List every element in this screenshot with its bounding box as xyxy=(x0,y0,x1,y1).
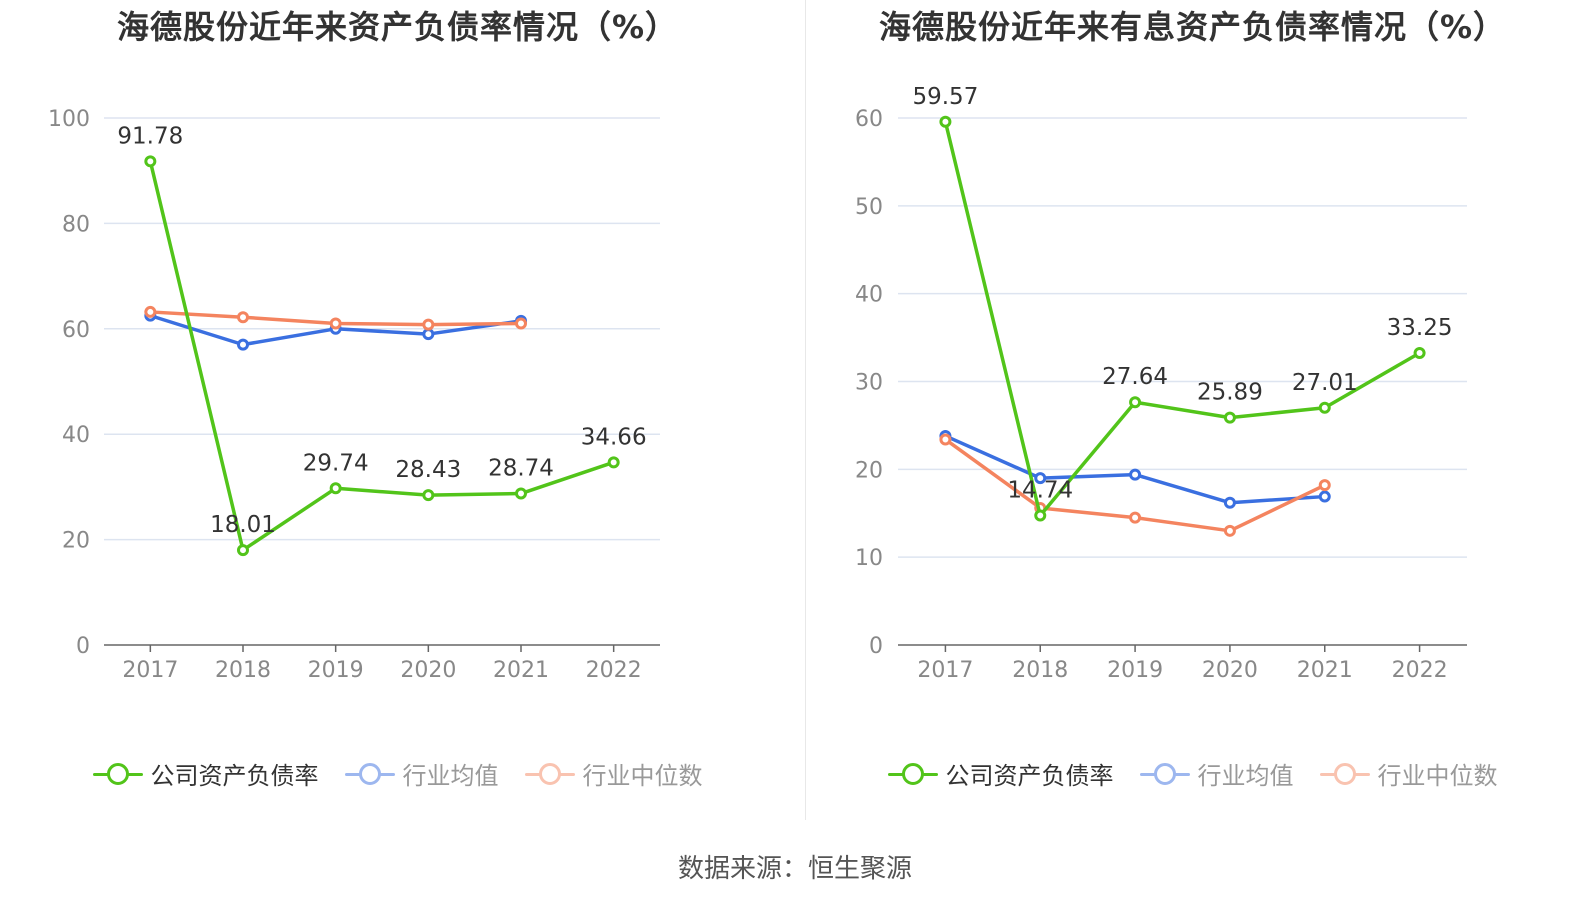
company-series-point xyxy=(422,489,435,502)
industry-median-series-point xyxy=(144,305,157,318)
x-tick-label: 2021 xyxy=(1297,658,1353,683)
legend-label: 公司资产负债率 xyxy=(945,762,1114,790)
line-chart-debt-ratio: 0 20 40 60 80 100 2017 2018 2019 2020 2021 2022 91.7… xyxy=(48,107,660,683)
legend-marker-green-icon xyxy=(92,759,143,789)
y-tick-label: 20 xyxy=(855,458,883,483)
legend: 公司资产负债率 行业均值 行业中位数 xyxy=(795,756,1590,791)
legend-item-industry-median[interactable]: 行业中位数 xyxy=(524,756,703,791)
company-series-point xyxy=(1413,346,1426,359)
x-tick-label: 2022 xyxy=(586,658,642,683)
company-series-point xyxy=(1318,401,1331,414)
company-series-point xyxy=(329,482,342,495)
company-series-point xyxy=(144,155,157,168)
legend-marker-orange-icon xyxy=(1319,759,1370,789)
legend-item-company[interactable]: 公司资产负债率 xyxy=(887,756,1114,791)
data-label: 14.74 xyxy=(1007,478,1073,504)
company-series-line xyxy=(148,160,615,552)
industry-avg-series-point xyxy=(1223,496,1236,509)
company-series-point xyxy=(515,487,527,500)
industry-median-series-point xyxy=(1223,524,1236,537)
company-series-line xyxy=(943,121,1421,518)
legend-label: 行业均值 xyxy=(402,762,499,790)
industry-median-series-point xyxy=(237,311,249,324)
x-tick-label: 2018 xyxy=(215,658,271,683)
legend-item-industry-avg[interactable]: 行业均值 xyxy=(344,756,499,791)
legend-label: 公司资产负债率 xyxy=(150,762,319,790)
chart-panel-debt-ratio: 海德股份近年来资产负债率情况（%） 0 20 40 60 80 100 2017 2018 20… xyxy=(0,0,795,820)
x-tick-label: 2021 xyxy=(493,658,549,683)
industry-avg-series-point xyxy=(1318,490,1331,503)
y-tick-label: 40 xyxy=(855,283,883,308)
company-series-point xyxy=(1223,411,1236,424)
legend-item-company[interactable]: 公司资产负债率 xyxy=(92,756,319,791)
legend-marker-green-icon xyxy=(887,759,938,789)
chart-panel-interest-debt-ratio: 海德股份近年来有息资产负债率情况（%） 0 10 20 30 40 50 60 2017 201… xyxy=(795,0,1590,820)
data-label: 34.66 xyxy=(581,424,647,450)
industry-median-series-point xyxy=(515,317,527,330)
x-tick-label: 2018 xyxy=(1012,658,1068,683)
company-series-point xyxy=(1034,509,1047,522)
y-tick-label: 80 xyxy=(62,212,90,237)
x-tick-label: 2017 xyxy=(917,658,973,683)
y-tick-label: 40 xyxy=(62,423,90,448)
data-label: 28.74 xyxy=(488,456,554,482)
data-label: 25.89 xyxy=(1197,380,1263,406)
company-series-point xyxy=(939,115,952,128)
company-series-point xyxy=(1129,396,1142,409)
industry-median-series-point xyxy=(1318,479,1331,492)
company-series-point xyxy=(237,544,249,557)
data-label: 27.01 xyxy=(1292,370,1358,396)
legend-label: 行业中位数 xyxy=(1377,762,1498,790)
legend-item-industry-median[interactable]: 行业中位数 xyxy=(1319,756,1498,791)
y-tick-label: 20 xyxy=(62,529,90,554)
company-series-point xyxy=(607,456,620,469)
y-tick-label: 10 xyxy=(855,546,883,571)
industry-median-series-point xyxy=(939,433,952,446)
legend-marker-blue-icon xyxy=(344,759,395,789)
industry-avg-series-point xyxy=(1034,472,1047,485)
x-tick-label: 2017 xyxy=(122,658,178,683)
chart-title: 海德股份近年来有息资产负债率情况（%） xyxy=(878,8,1507,46)
legend-item-industry-avg[interactable]: 行业均值 xyxy=(1139,756,1294,791)
y-tick-label: 100 xyxy=(48,107,90,132)
y-tick-label: 0 xyxy=(869,634,883,659)
data-label: 33.25 xyxy=(1387,315,1453,341)
legend-marker-orange-icon xyxy=(524,759,575,789)
data-source-note: 数据来源：恒生聚源 xyxy=(677,854,912,884)
industry-avg-series-point xyxy=(1129,468,1142,481)
legend-marker-blue-icon xyxy=(1139,759,1190,789)
panel-divider xyxy=(805,0,806,820)
y-tick-label: 0 xyxy=(76,634,90,659)
industry-median-series-point xyxy=(1129,511,1142,524)
legend-label: 行业均值 xyxy=(1197,762,1294,790)
data-label: 28.43 xyxy=(395,457,461,483)
y-tick-label: 60 xyxy=(62,318,90,343)
data-label: 59.57 xyxy=(912,84,978,110)
industry-median-series-point xyxy=(422,318,435,331)
x-tick-label: 2019 xyxy=(308,658,364,683)
y-tick-label: 30 xyxy=(855,371,883,396)
legend: 公司资产负债率 行业均值 行业中位数 xyxy=(0,756,795,791)
data-label: 18.01 xyxy=(210,512,276,538)
x-tick-label: 2020 xyxy=(1202,658,1258,683)
data-label: 91.78 xyxy=(117,123,183,149)
industry-avg-series-point xyxy=(422,328,435,341)
legend-label: 行业中位数 xyxy=(582,762,703,790)
industry-avg-series-point xyxy=(237,338,249,351)
chart-title: 海德股份近年来资产负债率情况（%） xyxy=(116,8,679,46)
data-label: 29.74 xyxy=(303,450,369,476)
x-tick-label: 2020 xyxy=(400,658,456,683)
y-tick-label: 50 xyxy=(855,195,883,220)
x-tick-label: 2022 xyxy=(1392,658,1448,683)
x-tick-label: 2019 xyxy=(1107,658,1163,683)
y-tick-label: 60 xyxy=(855,107,883,132)
data-label: 27.64 xyxy=(1102,364,1168,390)
line-chart-interest-debt-ratio: 0 10 20 30 40 50 60 2017 2018 2019 2020 2021 2022 59.… xyxy=(855,84,1467,683)
industry-median-series-point xyxy=(329,317,342,330)
